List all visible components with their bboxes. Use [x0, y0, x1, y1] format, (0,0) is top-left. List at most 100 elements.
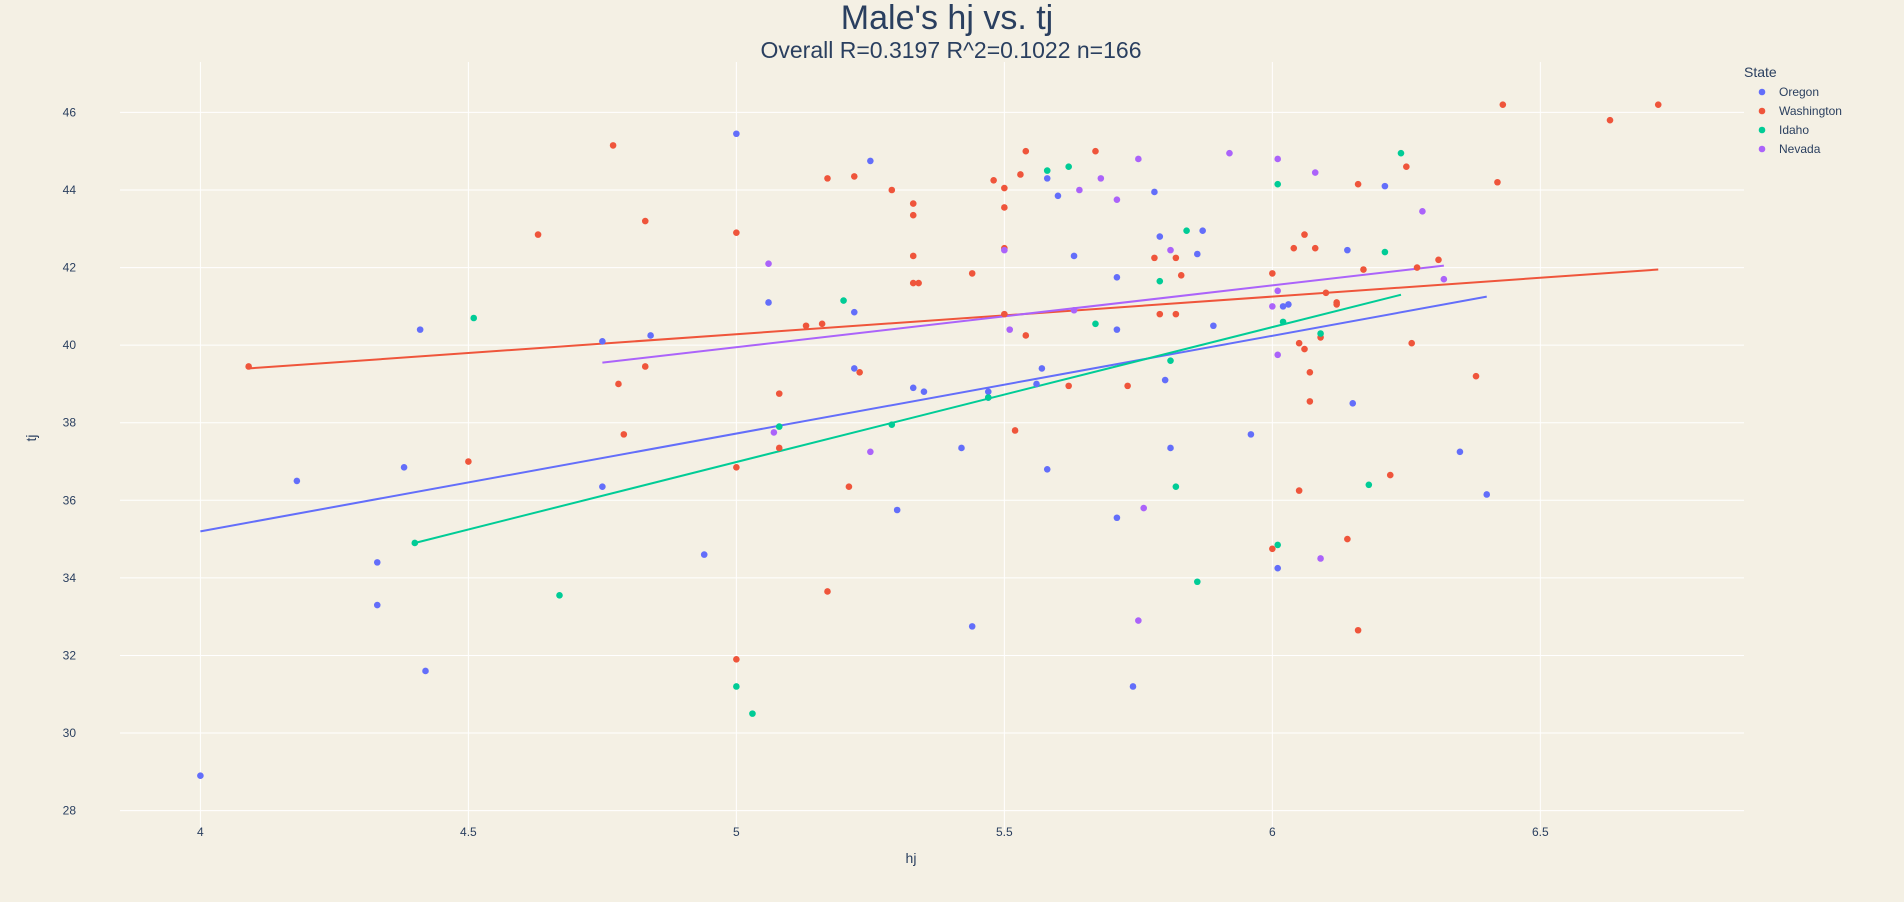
point-oregon[interactable]: [1129, 683, 1137, 690]
point-oregon[interactable]: [1279, 303, 1287, 310]
point-washington[interactable]: [1435, 256, 1442, 264]
point-washington[interactable]: [1151, 254, 1158, 262]
point-washington[interactable]: [1301, 345, 1308, 353]
point-idaho[interactable]: [411, 539, 419, 547]
point-idaho[interactable]: [1183, 227, 1190, 235]
point-washington[interactable]: [1001, 184, 1008, 192]
point-washington[interactable]: [1354, 626, 1362, 634]
point-washington[interactable]: [245, 363, 252, 370]
point-washington[interactable]: [1360, 266, 1367, 273]
point-oregon[interactable]: [197, 772, 204, 779]
point-nevada[interactable]: [1311, 169, 1319, 176]
point-washington[interactable]: [1172, 310, 1180, 318]
point-oregon[interactable]: [968, 623, 976, 630]
point-nevada[interactable]: [1317, 555, 1324, 562]
point-washington[interactable]: [1269, 270, 1276, 277]
point-washington[interactable]: [534, 231, 542, 238]
point-oregon[interactable]: [1113, 514, 1121, 522]
point-oregon[interactable]: [1043, 465, 1051, 473]
point-washington[interactable]: [1269, 545, 1276, 553]
point-washington[interactable]: [1472, 372, 1480, 380]
point-oregon[interactable]: [647, 332, 654, 339]
point-washington[interactable]: [909, 252, 917, 260]
point-washington[interactable]: [1022, 332, 1030, 339]
point-washington[interactable]: [733, 229, 740, 236]
point-washington[interactable]: [1354, 180, 1362, 188]
point-idaho[interactable]: [1279, 318, 1287, 326]
point-washington[interactable]: [1156, 310, 1164, 318]
point-idaho[interactable]: [1092, 320, 1099, 328]
point-washington[interactable]: [990, 177, 997, 184]
point-washington[interactable]: [850, 173, 858, 180]
point-washington[interactable]: [1413, 264, 1421, 271]
point-washington[interactable]: [775, 444, 783, 452]
point-idaho[interactable]: [888, 421, 896, 428]
point-idaho[interactable]: [556, 592, 563, 599]
point-oregon[interactable]: [1285, 301, 1292, 308]
point-nevada[interactable]: [1097, 175, 1105, 182]
point-oregon[interactable]: [765, 299, 772, 306]
point-oregon[interactable]: [850, 308, 858, 316]
point-oregon[interactable]: [984, 388, 992, 395]
point-oregon[interactable]: [733, 130, 740, 138]
point-nevada[interactable]: [1076, 186, 1083, 194]
point-washington[interactable]: [845, 483, 853, 491]
point-nevada[interactable]: [1135, 155, 1142, 163]
point-washington[interactable]: [1065, 382, 1072, 390]
point-washington[interactable]: [1290, 244, 1298, 252]
point-washington[interactable]: [856, 369, 863, 376]
point-washington[interactable]: [641, 217, 649, 225]
point-oregon[interactable]: [1054, 192, 1062, 200]
point-washington[interactable]: [1322, 289, 1330, 297]
point-oregon[interactable]: [599, 483, 606, 491]
point-washington[interactable]: [1092, 147, 1099, 155]
point-washington[interactable]: [733, 464, 740, 471]
point-washington[interactable]: [733, 656, 740, 663]
point-idaho[interactable]: [1365, 481, 1373, 489]
point-idaho[interactable]: [1274, 180, 1282, 188]
point-washington[interactable]: [909, 279, 917, 287]
point-washington[interactable]: [609, 142, 617, 149]
point-washington[interactable]: [1022, 147, 1030, 155]
point-oregon[interactable]: [909, 384, 917, 392]
point-washington[interactable]: [1408, 339, 1415, 347]
point-washington[interactable]: [1306, 398, 1314, 405]
legend[interactable]: State Oregon Washington Idaho Nevada: [1744, 64, 1842, 156]
point-washington[interactable]: [1001, 310, 1008, 318]
point-washington[interactable]: [615, 380, 622, 388]
point-oregon[interactable]: [1033, 380, 1040, 388]
point-nevada[interactable]: [1140, 504, 1148, 512]
point-oregon[interactable]: [850, 365, 858, 372]
point-idaho[interactable]: [1167, 357, 1174, 364]
point-oregon[interactable]: [1113, 326, 1121, 333]
point-oregon[interactable]: [1247, 431, 1255, 438]
point-oregon[interactable]: [1038, 365, 1046, 372]
point-oregon[interactable]: [1194, 250, 1201, 258]
point-oregon[interactable]: [700, 551, 708, 558]
point-idaho[interactable]: [1043, 167, 1051, 174]
point-oregon[interactable]: [1043, 175, 1051, 182]
point-oregon[interactable]: [1070, 252, 1078, 260]
point-nevada[interactable]: [770, 429, 778, 436]
point-oregon[interactable]: [293, 477, 301, 485]
point-washington[interactable]: [1001, 204, 1008, 211]
point-oregon[interactable]: [1113, 273, 1121, 281]
point-nevada[interactable]: [867, 448, 874, 456]
point-washington[interactable]: [1499, 101, 1507, 108]
legend-item-nevada[interactable]: Nevada: [1758, 142, 1821, 156]
legend-item-oregon[interactable]: Oregon: [1758, 85, 1819, 99]
point-oregon[interactable]: [1456, 448, 1464, 456]
point-nevada[interactable]: [1167, 246, 1174, 254]
point-oregon[interactable]: [422, 667, 429, 675]
point-oregon[interactable]: [1381, 182, 1389, 190]
point-washington[interactable]: [1295, 339, 1303, 347]
point-oregon[interactable]: [958, 444, 965, 452]
point-nevada[interactable]: [1419, 208, 1426, 215]
point-oregon[interactable]: [1156, 233, 1164, 240]
point-idaho[interactable]: [470, 314, 478, 322]
point-washington[interactable]: [1306, 369, 1314, 376]
point-washington[interactable]: [1333, 301, 1340, 308]
point-washington[interactable]: [775, 390, 783, 397]
point-washington[interactable]: [1344, 535, 1351, 543]
point-idaho[interactable]: [1317, 330, 1324, 337]
